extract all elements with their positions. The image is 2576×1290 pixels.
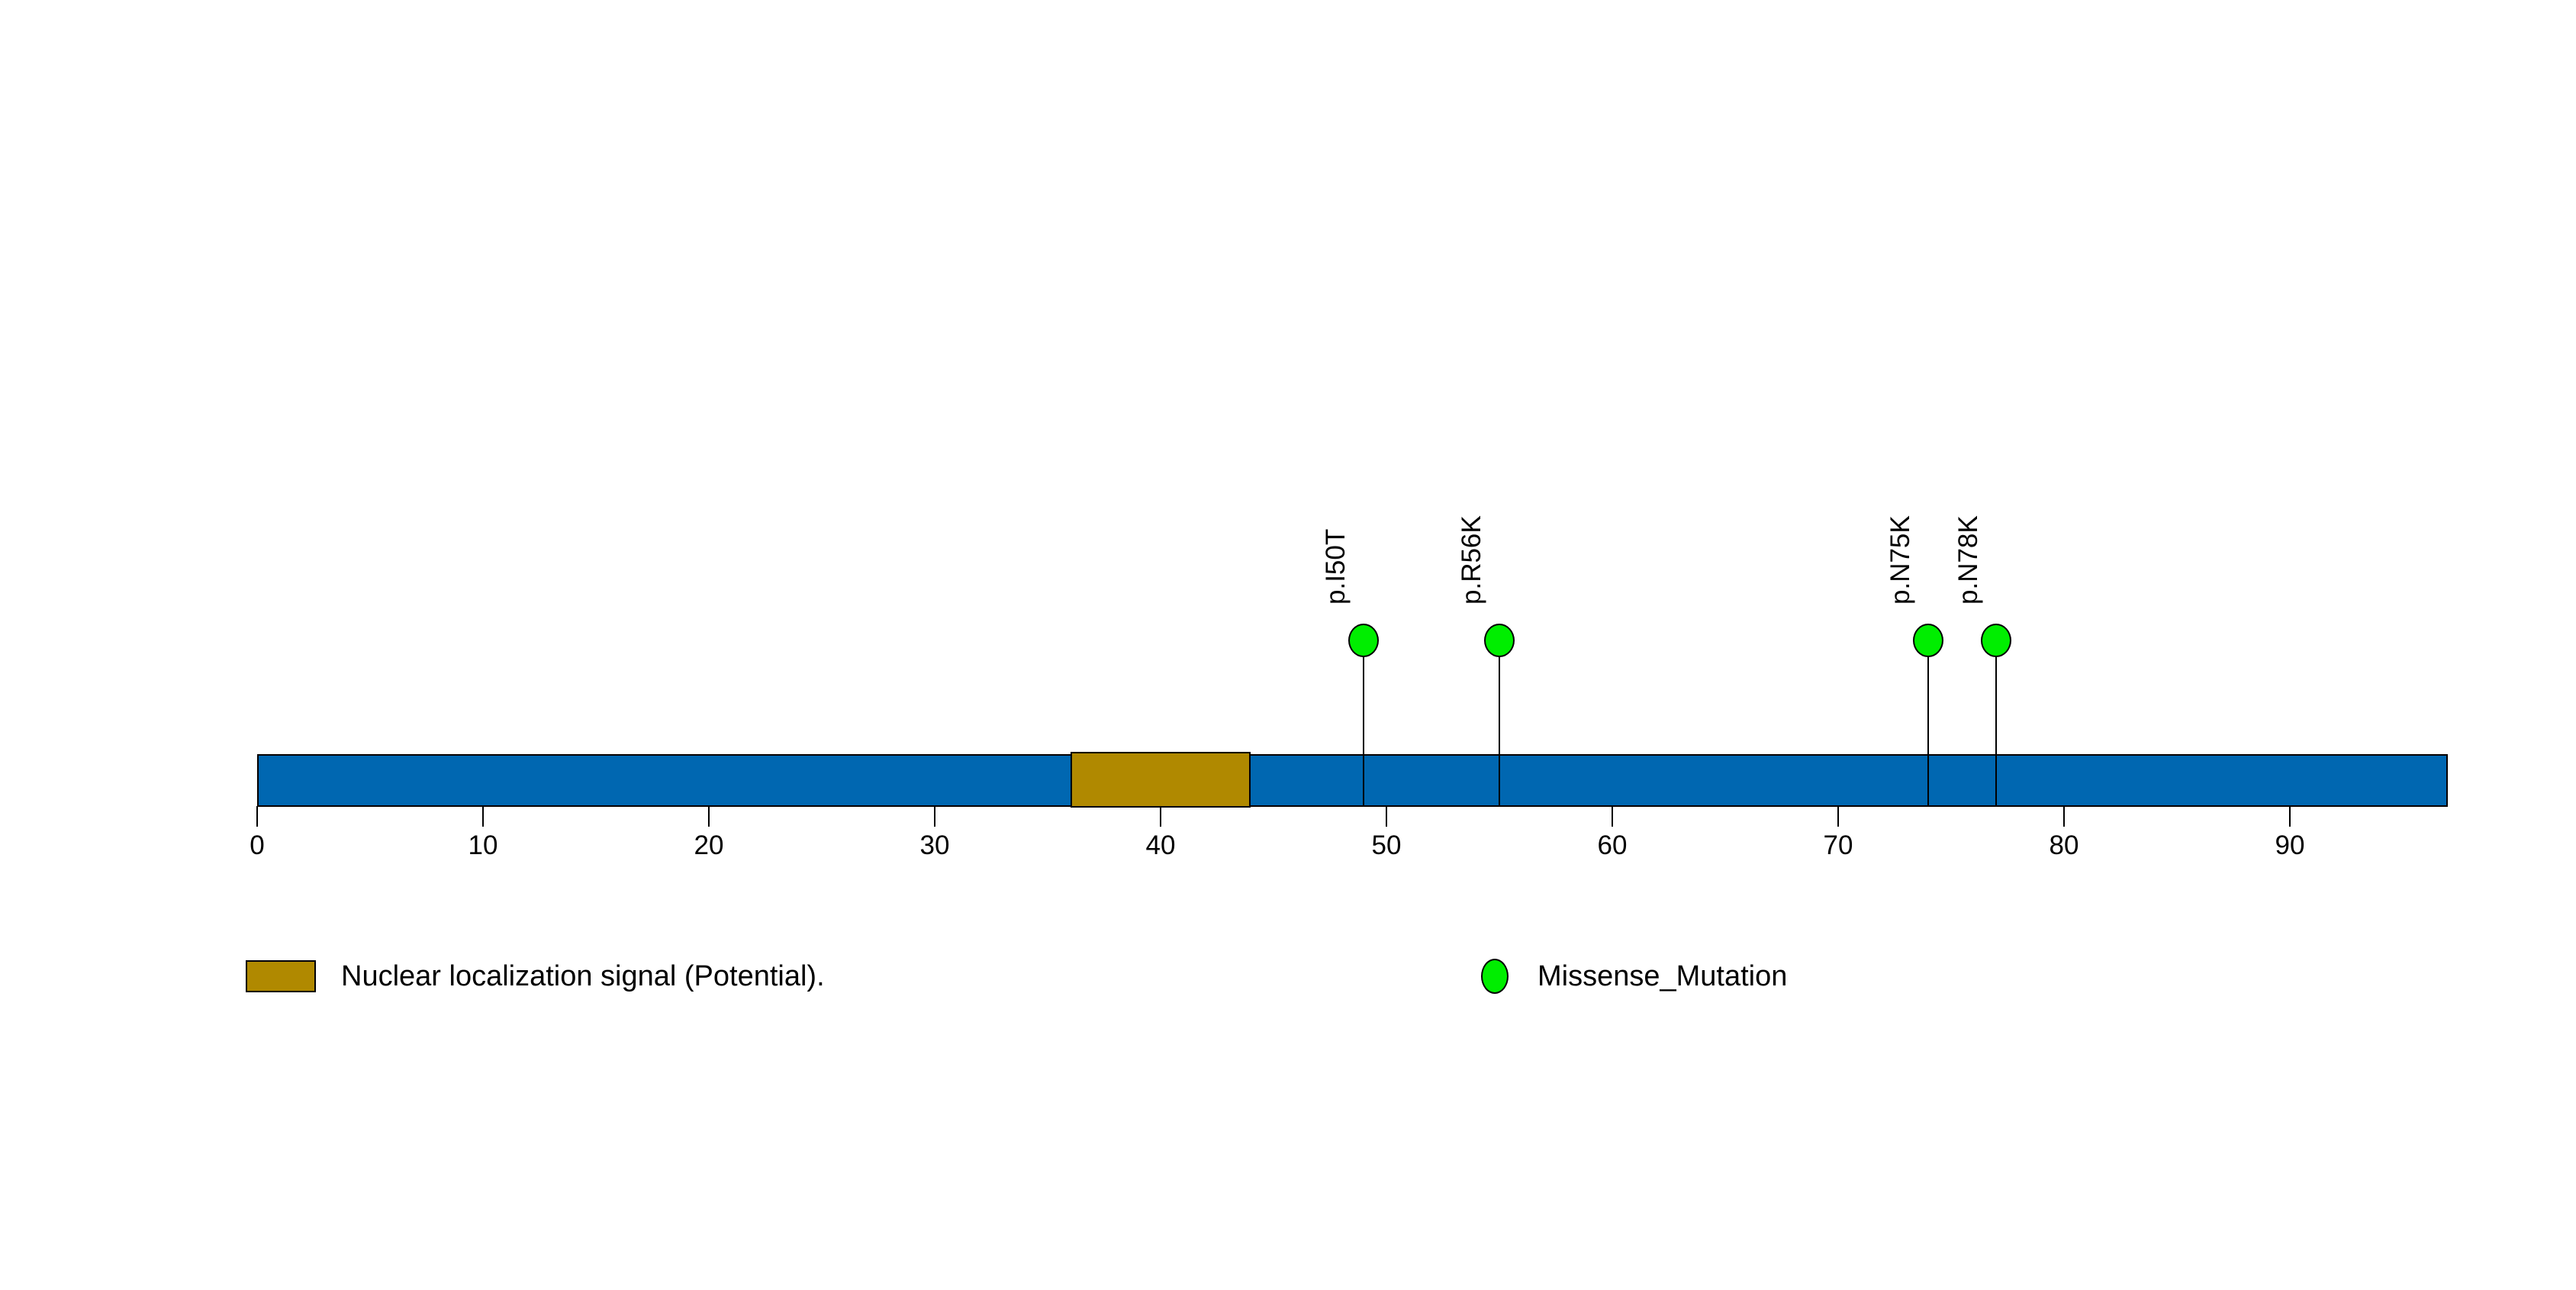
- axis-tick: [1386, 806, 1387, 827]
- axis-tick: [2063, 806, 2065, 827]
- mutation-stem: [1995, 640, 1998, 806]
- mutation-circle: [1981, 624, 2012, 657]
- axis-tick: [1160, 806, 1161, 827]
- axis-tick-label: 30: [919, 830, 950, 860]
- axis-tick: [1837, 806, 1839, 827]
- axis-tick: [934, 806, 935, 827]
- domain-box: [1070, 752, 1251, 808]
- protein-backbone: [257, 754, 2449, 807]
- axis-tick-label: 20: [694, 830, 724, 860]
- axis-tick-label: 0: [250, 830, 265, 860]
- axis-tick-label: 10: [468, 830, 498, 860]
- axis-tick: [1612, 806, 1613, 827]
- axis-tick: [256, 806, 258, 827]
- mutation-label: p.N75K: [1885, 515, 1916, 605]
- axis-tick: [482, 806, 484, 827]
- legend-swatch-circle: [1481, 959, 1509, 994]
- legend-swatch-rect: [246, 960, 316, 992]
- legend-label: Missense_Mutation: [1538, 960, 1788, 992]
- axis-tick-label: 80: [2049, 830, 2079, 860]
- axis-tick-label: 90: [2275, 830, 2305, 860]
- axis-tick-label: 70: [1823, 830, 1853, 860]
- legend-label: Nuclear localization signal (Potential).: [341, 960, 825, 992]
- mutation-label: p.R56K: [1457, 515, 1486, 605]
- mutation-label: p.I50T: [1321, 528, 1351, 605]
- mutation-stem: [1363, 640, 1365, 806]
- axis-tick: [2289, 806, 2291, 827]
- mutation-stem: [1927, 640, 1930, 806]
- mutation-circle: [1484, 624, 1515, 657]
- axis-tick-label: 60: [1597, 830, 1628, 860]
- axis-tick-label: 50: [1371, 830, 1402, 860]
- mutation-circle: [1348, 624, 1380, 657]
- mutation-circle: [1913, 624, 1944, 657]
- mutation-stem: [1499, 640, 1500, 806]
- axis-tick: [708, 806, 710, 827]
- axis-tick-label: 40: [1145, 830, 1176, 860]
- mutation-label: p.N78K: [1953, 515, 1984, 605]
